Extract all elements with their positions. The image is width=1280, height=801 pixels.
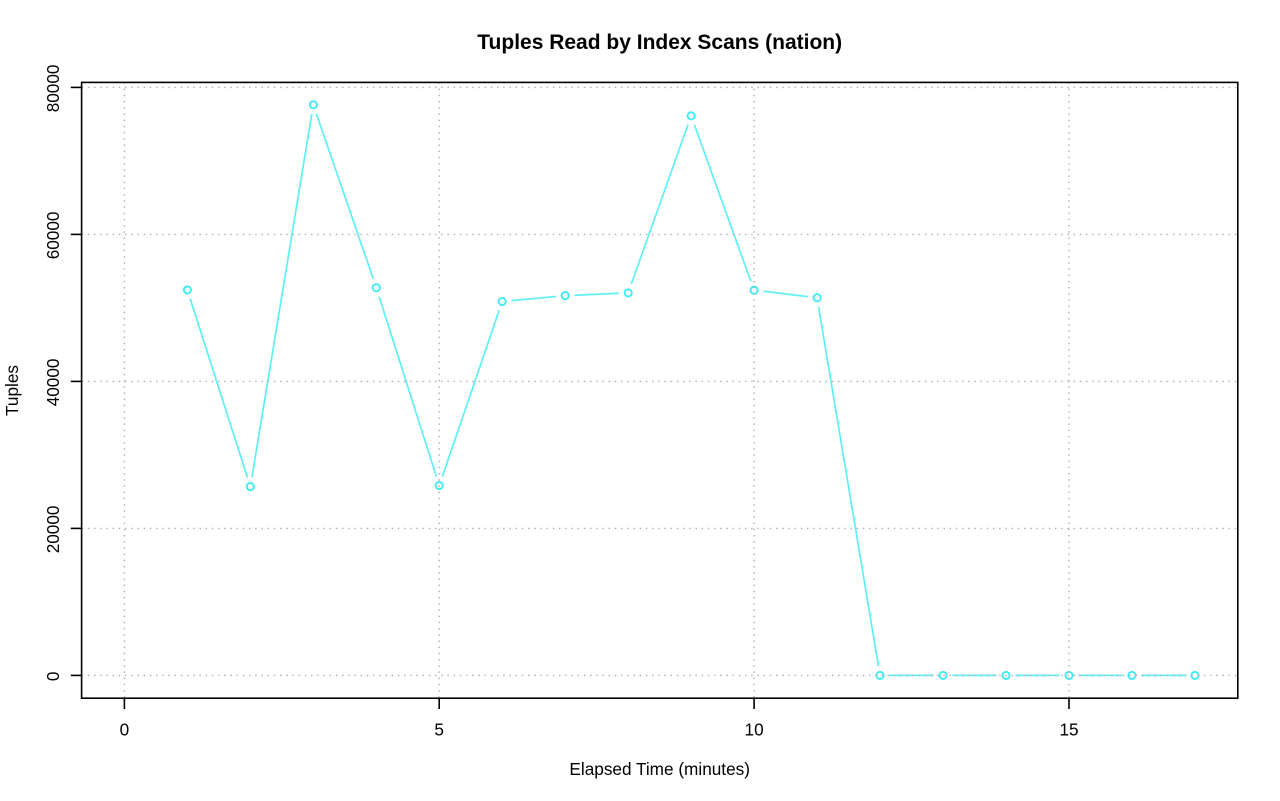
- svg-text:15: 15: [1059, 719, 1078, 739]
- svg-text:0: 0: [43, 672, 63, 682]
- svg-text:Tuples: Tuples: [2, 365, 22, 416]
- svg-text:5: 5: [434, 719, 444, 739]
- svg-text:0: 0: [120, 719, 130, 739]
- svg-text:80000: 80000: [43, 65, 63, 113]
- svg-text:10: 10: [745, 719, 764, 739]
- svg-text:60000: 60000: [43, 212, 63, 260]
- svg-text:20000: 20000: [43, 506, 63, 554]
- svg-text:Elapsed Time (minutes): Elapsed Time (minutes): [569, 759, 750, 779]
- svg-text:Tuples Read by Index Scans (na: Tuples Read by Index Scans (nation): [477, 31, 842, 54]
- svg-text:40000: 40000: [43, 359, 63, 407]
